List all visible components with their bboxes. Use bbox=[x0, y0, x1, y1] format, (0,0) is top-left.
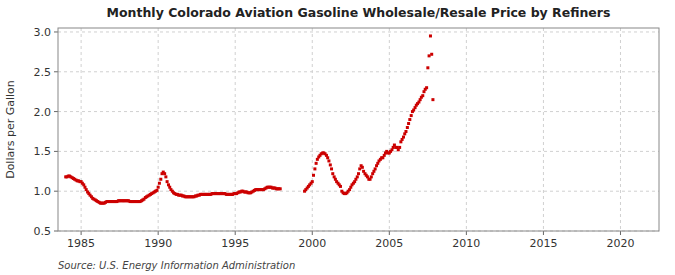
point bbox=[402, 136, 405, 139]
point bbox=[406, 126, 409, 129]
point bbox=[326, 156, 329, 159]
point bbox=[426, 66, 429, 69]
y-axis-label: Dollars per Gallon bbox=[4, 80, 17, 179]
x-tick-label: 2020 bbox=[606, 237, 634, 250]
x-tick-label: 1990 bbox=[144, 237, 172, 250]
y-tick-label: 3.0 bbox=[34, 26, 52, 39]
point bbox=[312, 174, 315, 177]
point bbox=[358, 167, 361, 170]
grid bbox=[58, 28, 659, 231]
x-tick bbox=[389, 231, 390, 235]
x-tick bbox=[620, 231, 621, 235]
y-tick bbox=[54, 231, 58, 232]
point bbox=[279, 187, 282, 190]
point bbox=[329, 163, 332, 166]
point bbox=[164, 175, 167, 178]
point bbox=[331, 172, 334, 175]
point bbox=[311, 180, 314, 183]
point bbox=[410, 114, 413, 117]
x-tick-label: 2005 bbox=[375, 237, 403, 250]
plot-area bbox=[58, 28, 659, 231]
axes: 1985 1990 1995 2000 2005 2010 2015 2020 0.5 1.0 1.… bbox=[34, 26, 660, 250]
point bbox=[374, 167, 377, 170]
x-tick-label: 2010 bbox=[452, 237, 480, 250]
point bbox=[356, 175, 359, 178]
point bbox=[361, 166, 364, 169]
point bbox=[158, 182, 161, 185]
point bbox=[370, 175, 373, 178]
y-grid-line bbox=[58, 111, 659, 112]
point bbox=[428, 54, 431, 57]
y-tick bbox=[54, 71, 58, 72]
y-grid-line bbox=[58, 151, 659, 152]
x-tick-label: 2015 bbox=[529, 237, 557, 250]
y-grid-line bbox=[58, 71, 659, 72]
x-tick-label: 1995 bbox=[221, 237, 249, 250]
x-grid-line bbox=[81, 28, 82, 231]
y-grid-line bbox=[58, 31, 659, 32]
points bbox=[64, 34, 434, 204]
y-tick-label: 0.5 bbox=[34, 225, 52, 238]
point bbox=[166, 180, 169, 183]
x-tick bbox=[466, 231, 467, 235]
y-grid-line bbox=[58, 191, 659, 192]
point bbox=[404, 130, 407, 133]
y-tick-label: 2.5 bbox=[34, 66, 52, 79]
y-tick-label: 1.5 bbox=[34, 145, 52, 158]
point bbox=[430, 53, 433, 56]
point bbox=[339, 185, 342, 188]
point bbox=[408, 118, 411, 121]
source-note: Source: U.S. Energy Information Administ… bbox=[58, 260, 295, 271]
x-tick bbox=[312, 231, 313, 235]
x-grid-line bbox=[466, 28, 467, 231]
point bbox=[157, 186, 160, 189]
x-tick bbox=[81, 231, 82, 235]
title: Monthly Colorado Aviation Gasoline Whole… bbox=[107, 5, 611, 20]
x-tick-label: 2000 bbox=[298, 237, 326, 250]
y-tick-label: 2.0 bbox=[34, 106, 52, 119]
chart: 1985 1990 1995 2000 2005 2010 2015 2020 0.5 1.0 1.… bbox=[0, 0, 675, 275]
plot-frame bbox=[58, 28, 659, 231]
point bbox=[163, 172, 166, 175]
point bbox=[155, 189, 158, 192]
x-tick-label: 1985 bbox=[67, 237, 95, 250]
point bbox=[313, 167, 316, 170]
x-grid-line bbox=[389, 28, 390, 231]
point bbox=[398, 146, 401, 149]
point bbox=[327, 159, 330, 162]
x-grid-line bbox=[543, 28, 544, 231]
point bbox=[357, 172, 360, 175]
y-tick bbox=[54, 111, 58, 112]
y-tick bbox=[54, 191, 58, 192]
x-grid-line bbox=[620, 28, 621, 231]
y-tick bbox=[54, 31, 58, 32]
y-tick bbox=[54, 151, 58, 152]
point bbox=[429, 34, 432, 37]
point bbox=[431, 98, 434, 101]
y-tick-label: 1.0 bbox=[34, 185, 52, 198]
x-grid-line bbox=[235, 28, 236, 231]
point bbox=[425, 86, 428, 89]
x-grid-line bbox=[312, 28, 313, 231]
point bbox=[315, 162, 318, 165]
point bbox=[330, 167, 333, 170]
point bbox=[421, 94, 424, 97]
x-tick bbox=[235, 231, 236, 235]
chart-container: 1985 1990 1995 2000 2005 2010 2015 2020 0.5 1.0 1.… bbox=[0, 0, 675, 275]
x-tick bbox=[543, 231, 544, 235]
point bbox=[407, 122, 410, 125]
point bbox=[159, 178, 162, 181]
x-tick bbox=[158, 231, 159, 235]
x-grid-line bbox=[158, 28, 159, 231]
